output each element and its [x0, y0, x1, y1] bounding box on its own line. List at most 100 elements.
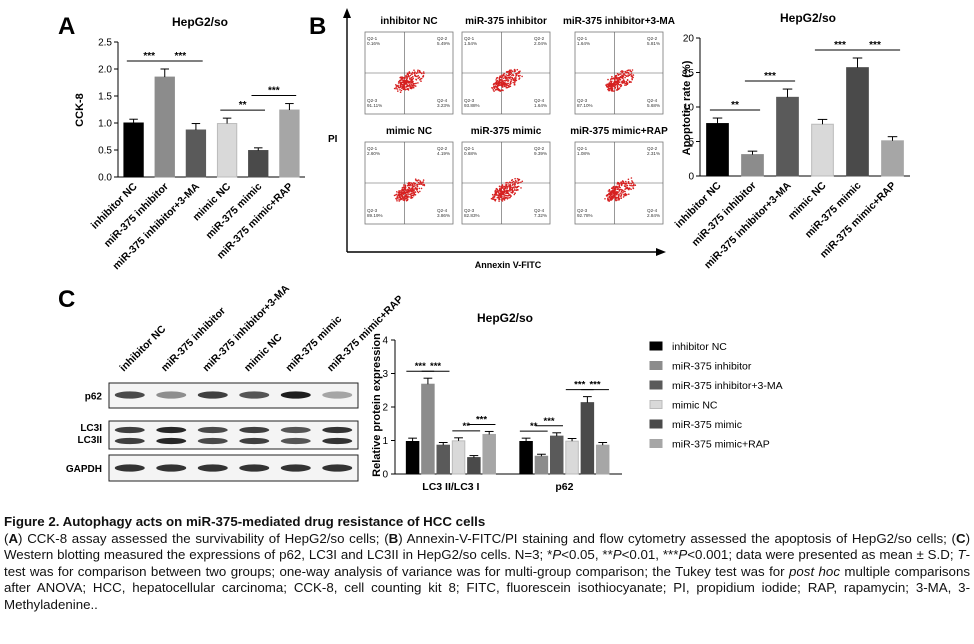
chart-a-ylabel: CCK-8: [74, 93, 86, 127]
bar: [436, 444, 450, 475]
flow-plot-title: miR-375 inhibitor: [465, 16, 547, 27]
caption-title: Figure 2. Autophagy acts on miR-375-medi…: [4, 514, 486, 529]
legend-swatch: [649, 419, 663, 429]
event-dot: [627, 178, 630, 181]
event-dot: [417, 74, 420, 77]
chart-c-legend: inhibitor NC miR-375 inhibitor miR-375 inh…: [649, 341, 783, 451]
event-dot: [519, 74, 521, 77]
event-dot: [632, 184, 635, 187]
event-dot: [510, 82, 512, 85]
event-dot: [627, 75, 629, 78]
event-dot: [404, 197, 407, 200]
significance-label: ***: [476, 414, 487, 425]
significance-label: ***: [143, 51, 155, 62]
event-dot: [423, 183, 426, 186]
event-dot: [509, 196, 511, 199]
event-dot: [417, 179, 420, 181]
event-dot: [496, 196, 499, 199]
event-dot: [509, 187, 511, 189]
event-dot: [613, 82, 615, 85]
chart-b-ylabel: Apoptotic rate (%): [681, 60, 693, 155]
event-dot: [618, 182, 620, 185]
event-dot: [409, 85, 411, 88]
event-dot: [506, 186, 509, 188]
blot-frame: [108, 420, 359, 450]
event-dot: [501, 83, 504, 86]
y-tick-label: 2.5: [98, 38, 112, 49]
event-dot: [497, 191, 500, 194]
event-dot: [505, 184, 508, 187]
band: [197, 426, 228, 434]
event-dot: [620, 188, 622, 191]
bar: [451, 440, 466, 475]
blot-strip: p62: [85, 382, 359, 409]
bar: [595, 444, 610, 475]
event-dot: [617, 88, 620, 91]
event-dot: [399, 91, 402, 93]
event-dot: [496, 83, 499, 85]
quadrant-percent: Q2-1 0.16%: [367, 36, 380, 46]
event-dot: [398, 195, 401, 197]
event-dot: [507, 76, 509, 79]
event-dot: [604, 198, 606, 200]
event-dot: [629, 73, 631, 76]
event-dot: [404, 191, 407, 194]
event-dot: [626, 187, 628, 190]
event-dot: [497, 88, 500, 90]
event-dot: [417, 191, 420, 194]
event-dot: [495, 189, 497, 191]
event-dot: [399, 198, 402, 201]
event-dot: [500, 83, 502, 86]
legend-swatch: [649, 439, 663, 448]
bar: [706, 123, 729, 177]
event-dot: [614, 74, 617, 77]
event-dot: [514, 192, 516, 194]
event-dot: [504, 196, 507, 199]
event-dot: [503, 197, 505, 199]
event-dot: [415, 179, 417, 182]
event-dot: [512, 183, 514, 186]
event-dot: [397, 90, 399, 92]
event-dot: [629, 184, 631, 187]
event-dot: [398, 191, 401, 194]
band: [322, 426, 353, 434]
flow-plot: miR-375 inhibitor+3-MA Q2-1 1.64% Q2-2 5.81%…: [563, 16, 675, 115]
event-dot: [406, 78, 408, 80]
event-dot: [617, 196, 619, 199]
event-dot: [406, 88, 408, 91]
event-dot: [513, 78, 515, 81]
event-dot: [417, 69, 419, 71]
event-dot: [414, 178, 417, 180]
event-dot: [630, 188, 632, 191]
legend-label: miR-375 mimic: [672, 419, 742, 431]
event-dot: [413, 85, 416, 87]
event-dot: [511, 188, 513, 191]
event-dot: [504, 186, 507, 188]
event-dot: [630, 81, 632, 83]
event-dot: [615, 89, 618, 91]
event-dot: [398, 190, 400, 192]
event-dot: [401, 195, 404, 197]
event-dot: [616, 73, 619, 75]
event-dot: [508, 86, 510, 88]
band: [197, 391, 228, 399]
event-dot: [623, 82, 626, 84]
event-dot: [511, 182, 513, 184]
event-dot: [607, 85, 609, 87]
event-dot: [499, 187, 501, 190]
event-dot: [406, 190, 408, 192]
event-dot: [401, 187, 404, 189]
event-dot: [629, 69, 631, 71]
event-dot: [414, 182, 417, 185]
event-dot: [620, 191, 623, 193]
event-dot: [613, 190, 615, 193]
event-dot: [609, 199, 611, 201]
event-dot: [405, 74, 407, 77]
event-dot: [416, 185, 419, 188]
quadrant-percent: Q2-4 5.68%: [647, 98, 660, 108]
event-dot: [498, 198, 501, 200]
event-dot: [395, 85, 398, 87]
bar: [741, 154, 764, 177]
event-dot: [409, 196, 411, 198]
event-dot: [614, 87, 616, 89]
